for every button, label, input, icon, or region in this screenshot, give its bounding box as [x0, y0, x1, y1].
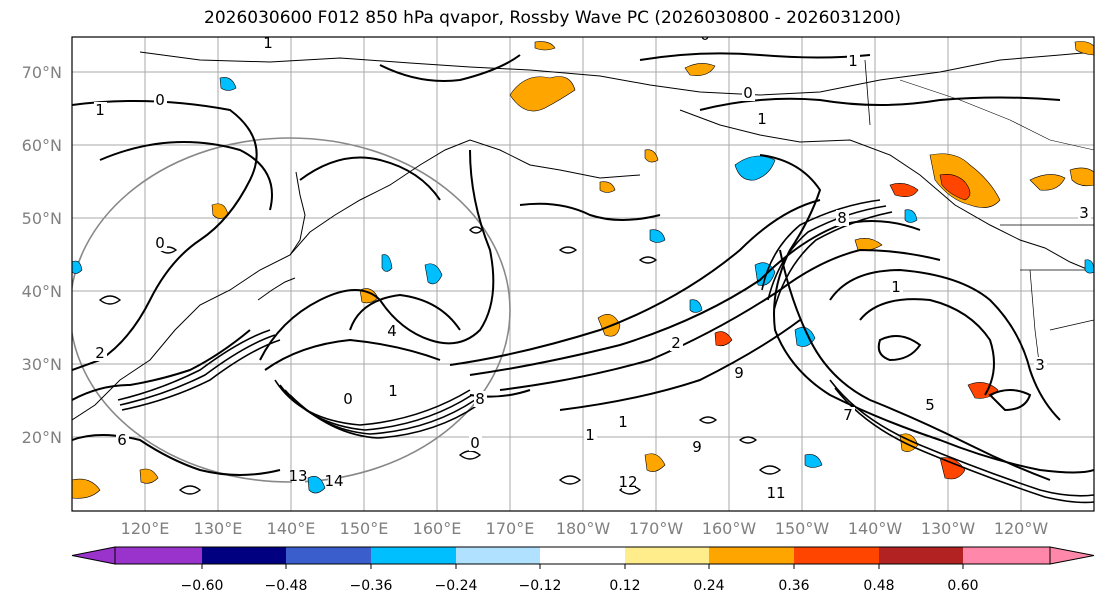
longitude-label: 130°E: [194, 519, 243, 538]
contour-label: 2: [671, 334, 681, 352]
contour-label: 0: [470, 434, 480, 452]
latitude-label: 50°N: [22, 209, 62, 228]
longitude-label: 150°E: [340, 519, 389, 538]
plot-frame: [71, 36, 1095, 512]
longitude-label: 130°W: [921, 519, 976, 538]
colorbar-extension-min: [71, 546, 116, 565]
contour-label: 0: [700, 26, 710, 44]
contour-lines: [72, 52, 1094, 481]
colorbar-segment: [794, 547, 879, 564]
colorbar-extension-max: [1049, 546, 1095, 565]
contour-label: 3: [1079, 204, 1089, 222]
colorbar-tick-label: 0.48: [863, 578, 894, 594]
contour-label: 12: [618, 473, 637, 491]
colorbar-tick-label: 0.12: [609, 578, 640, 594]
contour-label: 1: [388, 382, 398, 400]
longitude-label: 150°W: [775, 519, 830, 538]
latitude-label: 40°N: [22, 282, 62, 301]
contour-label: 14: [324, 472, 343, 490]
latitude-label: 20°N: [22, 428, 62, 447]
region-ellipse: [72, 137, 511, 483]
map-title: 2026030600 F012 850 hPa qvapor, Rossby W…: [204, 8, 901, 28]
contour-label: 5: [925, 396, 935, 414]
colorbar-segment: [115, 547, 202, 564]
colorbar-segment: [202, 547, 286, 564]
colorbar-segment: [879, 547, 963, 564]
contour-label: 9: [734, 364, 744, 382]
longitude-label: 120°W: [994, 519, 1049, 538]
contour-label: 13: [288, 467, 307, 485]
jet-contours: [117, 199, 1094, 504]
colorbar-segment: [709, 547, 794, 564]
contour-label: 4: [387, 322, 397, 340]
latitude-label: 60°N: [22, 136, 62, 155]
latitude-label: 30°N: [22, 355, 62, 374]
colorbar-tick-label: 0.60: [947, 578, 978, 594]
colorbar-tick-label: 0.36: [778, 578, 809, 594]
colorbar-tick-label: −0.60: [181, 578, 224, 594]
colorbar-segment: [286, 547, 371, 564]
longitude-label: 170°W: [629, 519, 684, 538]
contour-label: 0: [743, 84, 753, 102]
contour-label: 1: [848, 52, 858, 70]
contour-label: 1: [263, 34, 273, 52]
longitude-label: 120°E: [121, 519, 170, 538]
contour-label: 8: [837, 209, 847, 227]
contour-fragments: [98, 226, 782, 495]
contour-label: 0: [155, 91, 165, 109]
longitude-label: 170°E: [486, 519, 535, 538]
gridlines: [72, 37, 1094, 511]
contour-label: 1: [891, 278, 901, 296]
colorbar-segment: [371, 547, 456, 564]
contour-label: 1: [757, 110, 767, 128]
contour-label: 2: [95, 344, 105, 362]
colorbar-segment: [963, 547, 1050, 564]
colorbar-tick-label: −0.24: [435, 578, 478, 594]
longitude-label: 140°W: [848, 519, 903, 538]
contour-label: 1: [95, 101, 105, 119]
longitude-label: 160°W: [702, 519, 757, 538]
colorbar-segment: [540, 547, 625, 564]
longitude-label: 180°W: [556, 519, 611, 538]
colorbar-tick-label: −0.48: [265, 578, 308, 594]
contour-label: 8: [475, 390, 485, 408]
colorbar-segment: [625, 547, 709, 564]
colorbar-frame: [114, 546, 1051, 565]
contour-label: 6: [117, 431, 127, 449]
contour-label: 9: [692, 438, 702, 456]
colorbar-tick-label: −0.12: [519, 578, 562, 594]
contour-label: 11: [766, 484, 785, 502]
longitude-labels: 120°E 130°E 140°E 150°E 160°E 170°E 180°W 170°W…: [121, 519, 1049, 538]
contour-label: 1: [618, 413, 628, 431]
colorbar-tick-label: −0.36: [350, 578, 393, 594]
latitude-label: 70°N: [22, 63, 62, 82]
contour-label: 7: [843, 406, 853, 424]
coastlines: [72, 51, 1094, 421]
colorbar-segment: [456, 547, 540, 564]
contour-label: 3: [1035, 356, 1045, 374]
longitude-label: 160°E: [413, 519, 462, 538]
latitude-labels: 70°N 60°N 50°N 40°N 30°N 20°N: [22, 63, 62, 447]
colorbar: −0.60 −0.48 −0.36 −0.24 −0.12 0.12 0.24 0.36 0.4…: [71, 546, 1095, 594]
longitude-label: 140°E: [267, 519, 316, 538]
colorbar-tick-label: 0.24: [693, 578, 724, 594]
contour-label: 0: [343, 390, 353, 408]
contour-label: 1: [585, 426, 595, 444]
contour-label: 0: [155, 234, 165, 252]
